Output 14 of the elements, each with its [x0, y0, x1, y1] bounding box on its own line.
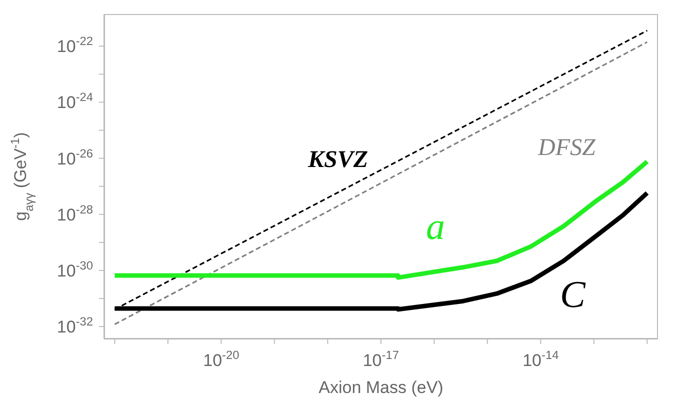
series-label: KSVZ	[308, 147, 368, 173]
y-tick-label: 10$^{-30}$	[56, 258, 94, 280]
y-tick-label: 10$^{-32}$	[56, 314, 94, 337]
series-label: a	[426, 206, 445, 248]
series-label: C	[560, 274, 586, 316]
y-tick-label: 10$^{-26}$	[56, 146, 94, 168]
x-tick-label: 10$^{-14}$	[522, 348, 560, 370]
x-tick-label: 10$^{-17}$	[362, 348, 400, 370]
x-axis-title: Axion Mass (eV)	[318, 378, 444, 397]
y-tick-label: 10$^{-22}$	[56, 34, 94, 56]
series-label: DFSZ	[538, 135, 596, 161]
y-tick-label: 10$^{-24}$	[56, 90, 94, 112]
x-tick-label: 10$^{-20}$	[203, 348, 240, 370]
y-tick-label: 10$^{-28}$	[56, 202, 94, 224]
